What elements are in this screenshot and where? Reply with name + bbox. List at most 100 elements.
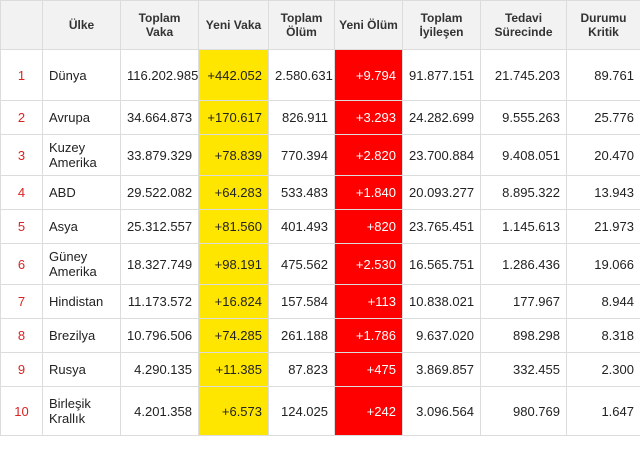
active-cell: 1.286.436 — [480, 243, 567, 285]
header-new-cases[interactable]: Yeni Vaka — [198, 0, 269, 50]
new-deaths-cell: +1.840 — [334, 175, 403, 210]
country-cell[interactable]: Birleşik Krallık — [42, 386, 121, 436]
header-total-deaths[interactable]: Toplam Ölüm — [268, 0, 335, 50]
country-cell[interactable]: Rusya — [42, 352, 121, 387]
critical-cell: 13.943 — [566, 175, 640, 210]
new-deaths-cell: +2.530 — [334, 243, 403, 285]
rank-cell: 4 — [0, 175, 43, 210]
critical-cell: 2.300 — [566, 352, 640, 387]
critical-cell: 19.066 — [566, 243, 640, 285]
table-row: 7 Hindistan 11.173.572 +16.824 157.584 +… — [0, 284, 640, 319]
new-cases-cell: +16.824 — [198, 284, 269, 319]
total-deaths-cell: 261.188 — [268, 318, 335, 353]
rank-cell: 8 — [0, 318, 43, 353]
new-deaths-cell: +2.820 — [334, 134, 403, 176]
recovered-cell: 16.565.751 — [402, 243, 481, 285]
table-row: 4 ABD 29.522.082 +64.283 533.483 +1.840 … — [0, 175, 640, 210]
country-cell[interactable]: Brezilya — [42, 318, 121, 353]
new-deaths-cell: +242 — [334, 386, 403, 436]
critical-cell: 89.761 — [566, 49, 640, 101]
total-cases-cell: 10.796.506 — [120, 318, 199, 353]
total-cases-cell: 34.664.873 — [120, 100, 199, 135]
total-deaths-cell: 533.483 — [268, 175, 335, 210]
active-cell: 9.408.051 — [480, 134, 567, 176]
rank-cell: 2 — [0, 100, 43, 135]
total-cases-cell: 116.202.985 — [120, 49, 199, 101]
new-deaths-cell: +9.794 — [334, 49, 403, 101]
rank-cell: 3 — [0, 134, 43, 176]
new-cases-cell: +74.285 — [198, 318, 269, 353]
active-cell: 177.967 — [480, 284, 567, 319]
new-cases-cell: +442.052 — [198, 49, 269, 101]
active-cell: 21.745.203 — [480, 49, 567, 101]
recovered-cell: 23.700.884 — [402, 134, 481, 176]
rank-cell: 5 — [0, 209, 43, 244]
total-deaths-cell: 401.493 — [268, 209, 335, 244]
recovered-cell: 9.637.020 — [402, 318, 481, 353]
table-row: 6 Güney Amerika 18.327.749 +98.191 475.5… — [0, 243, 640, 285]
country-cell[interactable]: Hindistan — [42, 284, 121, 319]
active-cell: 1.145.613 — [480, 209, 567, 244]
critical-cell: 21.973 — [566, 209, 640, 244]
covid-stats-table: Ülke Toplam Vaka Yeni Vaka Toplam Ölüm Y… — [0, 0, 640, 436]
recovered-cell: 20.093.277 — [402, 175, 481, 210]
new-deaths-cell: +475 — [334, 352, 403, 387]
total-deaths-cell: 475.562 — [268, 243, 335, 285]
table-row: 3 Kuzey Amerika 33.879.329 +78.839 770.3… — [0, 134, 640, 176]
total-cases-cell: 4.290.135 — [120, 352, 199, 387]
rank-cell: 1 — [0, 49, 43, 101]
total-cases-cell: 33.879.329 — [120, 134, 199, 176]
table-row: 9 Rusya 4.290.135 +11.385 87.823 +475 3.… — [0, 352, 640, 387]
country-cell[interactable]: Güney Amerika — [42, 243, 121, 285]
active-cell: 8.895.322 — [480, 175, 567, 210]
country-cell[interactable]: Asya — [42, 209, 121, 244]
recovered-cell: 10.838.021 — [402, 284, 481, 319]
critical-cell: 20.470 — [566, 134, 640, 176]
header-active[interactable]: Tedavi Sürecinde — [480, 0, 567, 50]
rank-cell: 6 — [0, 243, 43, 285]
new-cases-cell: +98.191 — [198, 243, 269, 285]
recovered-cell: 3.869.857 — [402, 352, 481, 387]
active-cell: 980.769 — [480, 386, 567, 436]
country-cell[interactable]: Avrupa — [42, 100, 121, 135]
total-cases-cell: 25.312.557 — [120, 209, 199, 244]
header-country[interactable]: Ülke — [42, 0, 121, 50]
country-cell[interactable]: Dünya — [42, 49, 121, 101]
total-cases-cell: 4.201.358 — [120, 386, 199, 436]
new-cases-cell: +81.560 — [198, 209, 269, 244]
new-deaths-cell: +113 — [334, 284, 403, 319]
total-deaths-cell: 124.025 — [268, 386, 335, 436]
recovered-cell: 3.096.564 — [402, 386, 481, 436]
rank-cell: 7 — [0, 284, 43, 319]
table-row: 2 Avrupa 34.664.873 +170.617 826.911 +3.… — [0, 100, 640, 135]
header-row: Ülke Toplam Vaka Yeni Vaka Toplam Ölüm Y… — [0, 0, 640, 50]
active-cell: 898.298 — [480, 318, 567, 353]
recovered-cell: 24.282.699 — [402, 100, 481, 135]
rank-cell: 9 — [0, 352, 43, 387]
table-row: 5 Asya 25.312.557 +81.560 401.493 +820 2… — [0, 209, 640, 244]
total-deaths-cell: 2.580.631 — [268, 49, 335, 101]
critical-cell: 1.647 — [566, 386, 640, 436]
rank-cell: 10 — [0, 386, 43, 436]
total-deaths-cell: 826.911 — [268, 100, 335, 135]
header-total-cases[interactable]: Toplam Vaka — [120, 0, 199, 50]
country-cell[interactable]: Kuzey Amerika — [42, 134, 121, 176]
new-deaths-cell: +1.786 — [334, 318, 403, 353]
header-critical[interactable]: Durumu Kritik — [566, 0, 640, 50]
table-row: 1 Dünya 116.202.985 +442.052 2.580.631 +… — [0, 49, 640, 101]
header-new-deaths[interactable]: Yeni Ölüm — [334, 0, 403, 50]
new-cases-cell: +11.385 — [198, 352, 269, 387]
critical-cell: 25.776 — [566, 100, 640, 135]
active-cell: 9.555.263 — [480, 100, 567, 135]
new-deaths-cell: +3.293 — [334, 100, 403, 135]
country-cell[interactable]: ABD — [42, 175, 121, 210]
new-deaths-cell: +820 — [334, 209, 403, 244]
total-cases-cell: 11.173.572 — [120, 284, 199, 319]
new-cases-cell: +170.617 — [198, 100, 269, 135]
new-cases-cell: +78.839 — [198, 134, 269, 176]
total-cases-cell: 18.327.749 — [120, 243, 199, 285]
table-row: 8 Brezilya 10.796.506 +74.285 261.188 +1… — [0, 318, 640, 353]
header-recovered[interactable]: Toplam İyileşen — [402, 0, 481, 50]
recovered-cell: 23.765.451 — [402, 209, 481, 244]
header-rank[interactable] — [0, 0, 43, 50]
